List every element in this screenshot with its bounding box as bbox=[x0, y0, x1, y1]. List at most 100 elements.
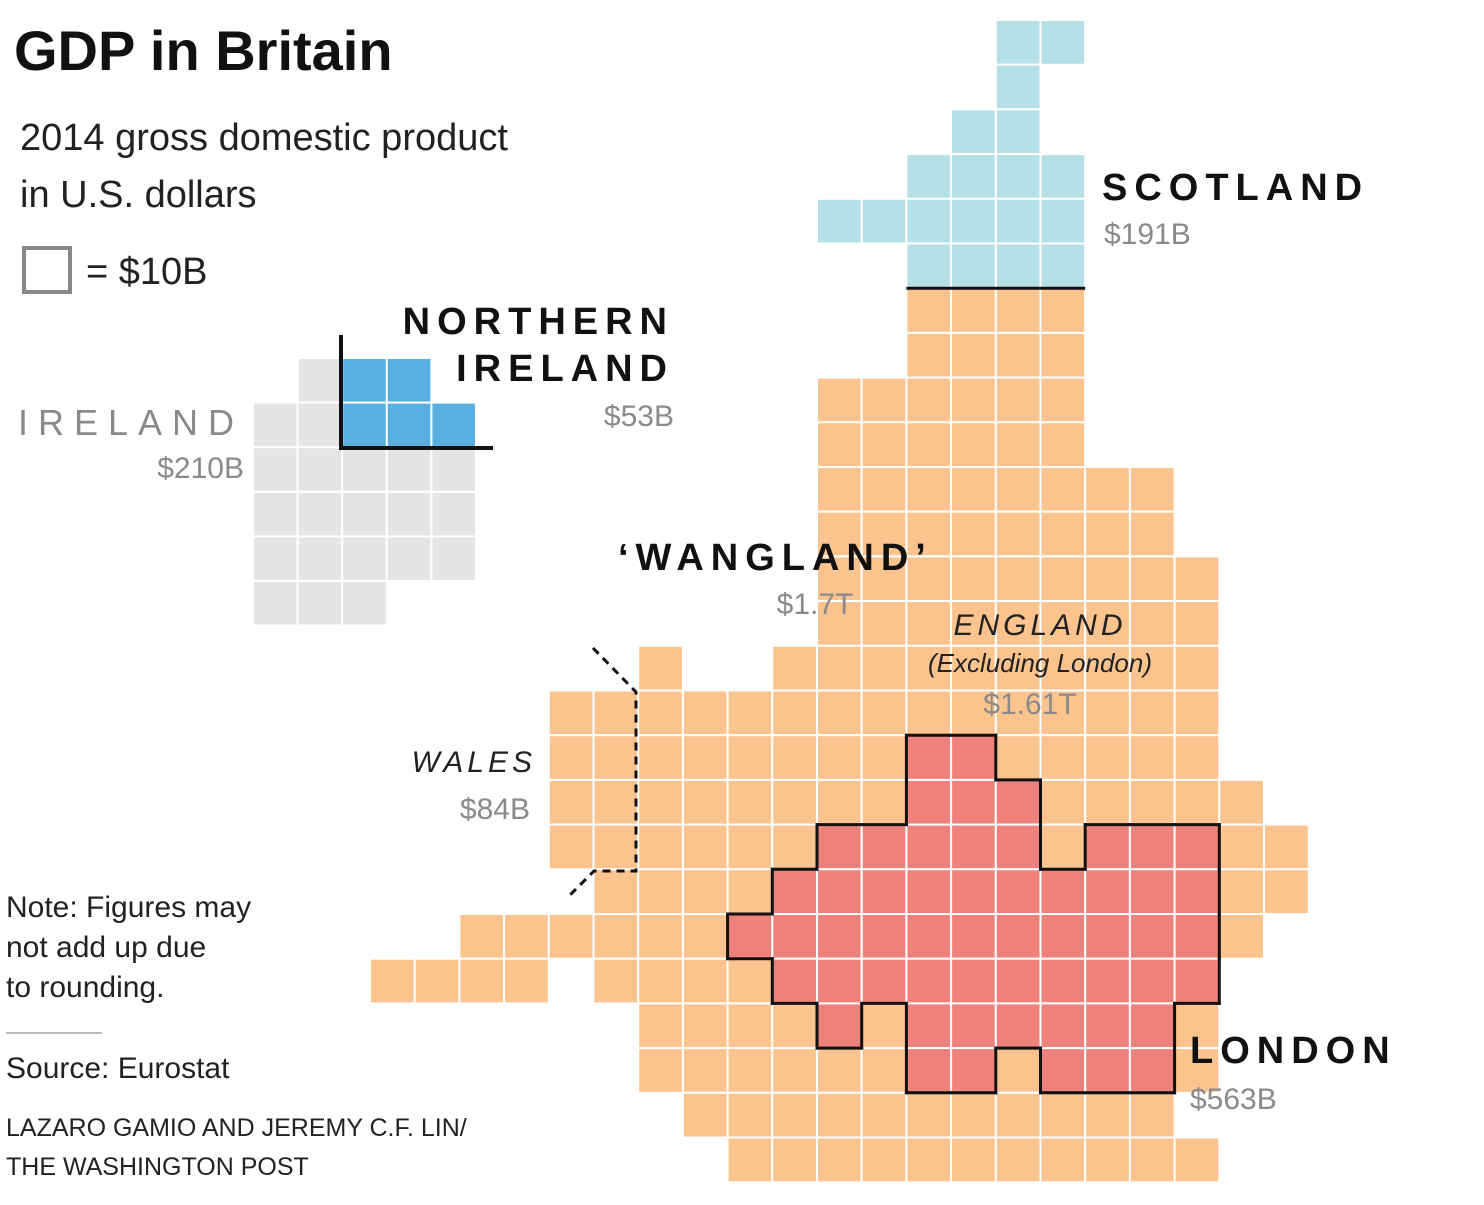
grid-cell bbox=[637, 644, 684, 692]
grid-cell bbox=[726, 778, 774, 826]
grid-cell bbox=[905, 913, 953, 960]
grid-cell bbox=[1039, 1047, 1087, 1094]
grid-cell bbox=[430, 535, 477, 583]
grid-cell bbox=[816, 1091, 863, 1139]
grid-cell bbox=[905, 331, 953, 379]
grid-cell bbox=[771, 1091, 818, 1139]
grid-cell bbox=[503, 913, 550, 960]
grid-cell bbox=[1084, 689, 1131, 737]
grid-cell bbox=[1173, 913, 1221, 960]
grid-cell bbox=[681, 913, 729, 960]
grid-cell bbox=[816, 778, 863, 826]
subtitle: in U.S. dollars bbox=[20, 174, 257, 216]
grid-cell bbox=[592, 823, 640, 871]
grid-cell bbox=[341, 490, 388, 538]
grid-cell bbox=[860, 376, 908, 424]
grid-cell bbox=[252, 580, 299, 627]
region-name: ‘WANGLAND’ bbox=[618, 537, 933, 579]
grid-cell bbox=[1084, 1091, 1131, 1139]
grid-cell bbox=[681, 823, 729, 871]
grid-cell bbox=[637, 868, 684, 915]
grid-cell bbox=[637, 689, 684, 737]
grid-cell bbox=[771, 778, 818, 826]
grid-cell bbox=[950, 376, 997, 424]
grid-cell bbox=[341, 580, 388, 627]
grid-cell bbox=[950, 957, 997, 1005]
grid-cell bbox=[1084, 913, 1131, 960]
grid-cell bbox=[1263, 823, 1310, 871]
grid-cell bbox=[430, 446, 477, 493]
grid-cell bbox=[681, 734, 729, 781]
title: GDP in Britain bbox=[14, 19, 393, 82]
grid-cell bbox=[1084, 957, 1131, 1005]
grid-cell bbox=[905, 689, 953, 737]
grid-cell bbox=[950, 1047, 997, 1094]
grid-cell bbox=[860, 689, 908, 737]
subtitle: 2014 gross domestic product bbox=[20, 117, 508, 159]
grid-cell bbox=[637, 734, 684, 781]
grid-cell bbox=[994, 331, 1042, 379]
grid-cell bbox=[994, 734, 1042, 781]
grid-cell bbox=[905, 600, 953, 647]
region-value: $1.7T bbox=[777, 588, 854, 621]
grid-cell bbox=[726, 957, 774, 1005]
grid-cell bbox=[637, 957, 684, 1005]
grid-cell bbox=[385, 357, 433, 404]
grid-cell bbox=[905, 287, 953, 334]
grid-cell bbox=[1084, 868, 1131, 915]
grid-cell bbox=[950, 644, 997, 692]
region-name: LONDON bbox=[1190, 1030, 1397, 1072]
grid-cell bbox=[341, 446, 388, 493]
grid-cell bbox=[816, 376, 863, 424]
grid-cell bbox=[994, 868, 1042, 915]
region-name: IRELAND bbox=[18, 402, 244, 443]
grid-cell bbox=[994, 108, 1042, 156]
grid-cell bbox=[905, 376, 953, 424]
grid-cell bbox=[860, 644, 908, 692]
grid-cell bbox=[816, 1002, 863, 1050]
grid-cell bbox=[950, 466, 997, 513]
grid-cell bbox=[994, 510, 1042, 558]
grid-cell bbox=[1039, 913, 1087, 960]
grid-cell bbox=[252, 446, 299, 493]
ni-border bbox=[339, 335, 493, 450]
grid-cell bbox=[637, 1047, 684, 1094]
grid-cell bbox=[1218, 778, 1266, 826]
grid-cell bbox=[1128, 913, 1176, 960]
grid-cell bbox=[905, 242, 953, 290]
grid-cell bbox=[816, 868, 863, 915]
grid-cell bbox=[1039, 331, 1087, 379]
grid-cell bbox=[771, 868, 818, 915]
grid-cell bbox=[950, 1002, 997, 1050]
grid-cell bbox=[905, 421, 953, 468]
grid-cell bbox=[1039, 242, 1087, 290]
grid-cell bbox=[905, 1091, 953, 1139]
grid-cell bbox=[771, 689, 818, 737]
grid-cell bbox=[860, 466, 908, 513]
grid-cell bbox=[726, 734, 774, 781]
grid-cell bbox=[860, 957, 908, 1005]
grid-cell bbox=[1039, 1002, 1087, 1050]
grid-cell bbox=[994, 600, 1042, 647]
grid-cell bbox=[994, 421, 1042, 468]
region-value: $53B bbox=[604, 400, 674, 433]
grid-cell bbox=[1084, 644, 1131, 692]
grid-cell bbox=[1084, 1047, 1131, 1094]
grid-cell bbox=[816, 689, 863, 737]
grid-cell bbox=[1173, 600, 1221, 647]
grid-cell bbox=[950, 555, 997, 603]
grid-cell bbox=[994, 19, 1042, 66]
grid-cell bbox=[950, 287, 997, 334]
grid-cell bbox=[771, 823, 818, 871]
grid-cell bbox=[1173, 555, 1221, 603]
grid-cell bbox=[726, 913, 774, 960]
grid-cell bbox=[994, 1136, 1042, 1184]
grid-cell bbox=[726, 1047, 774, 1094]
grid-cell bbox=[994, 1047, 1042, 1094]
grid-cell bbox=[430, 490, 477, 538]
region-name: ENGLAND bbox=[953, 609, 1126, 642]
grid-cell bbox=[547, 913, 595, 960]
grid-cell bbox=[994, 555, 1042, 603]
grid-cell bbox=[905, 868, 953, 915]
